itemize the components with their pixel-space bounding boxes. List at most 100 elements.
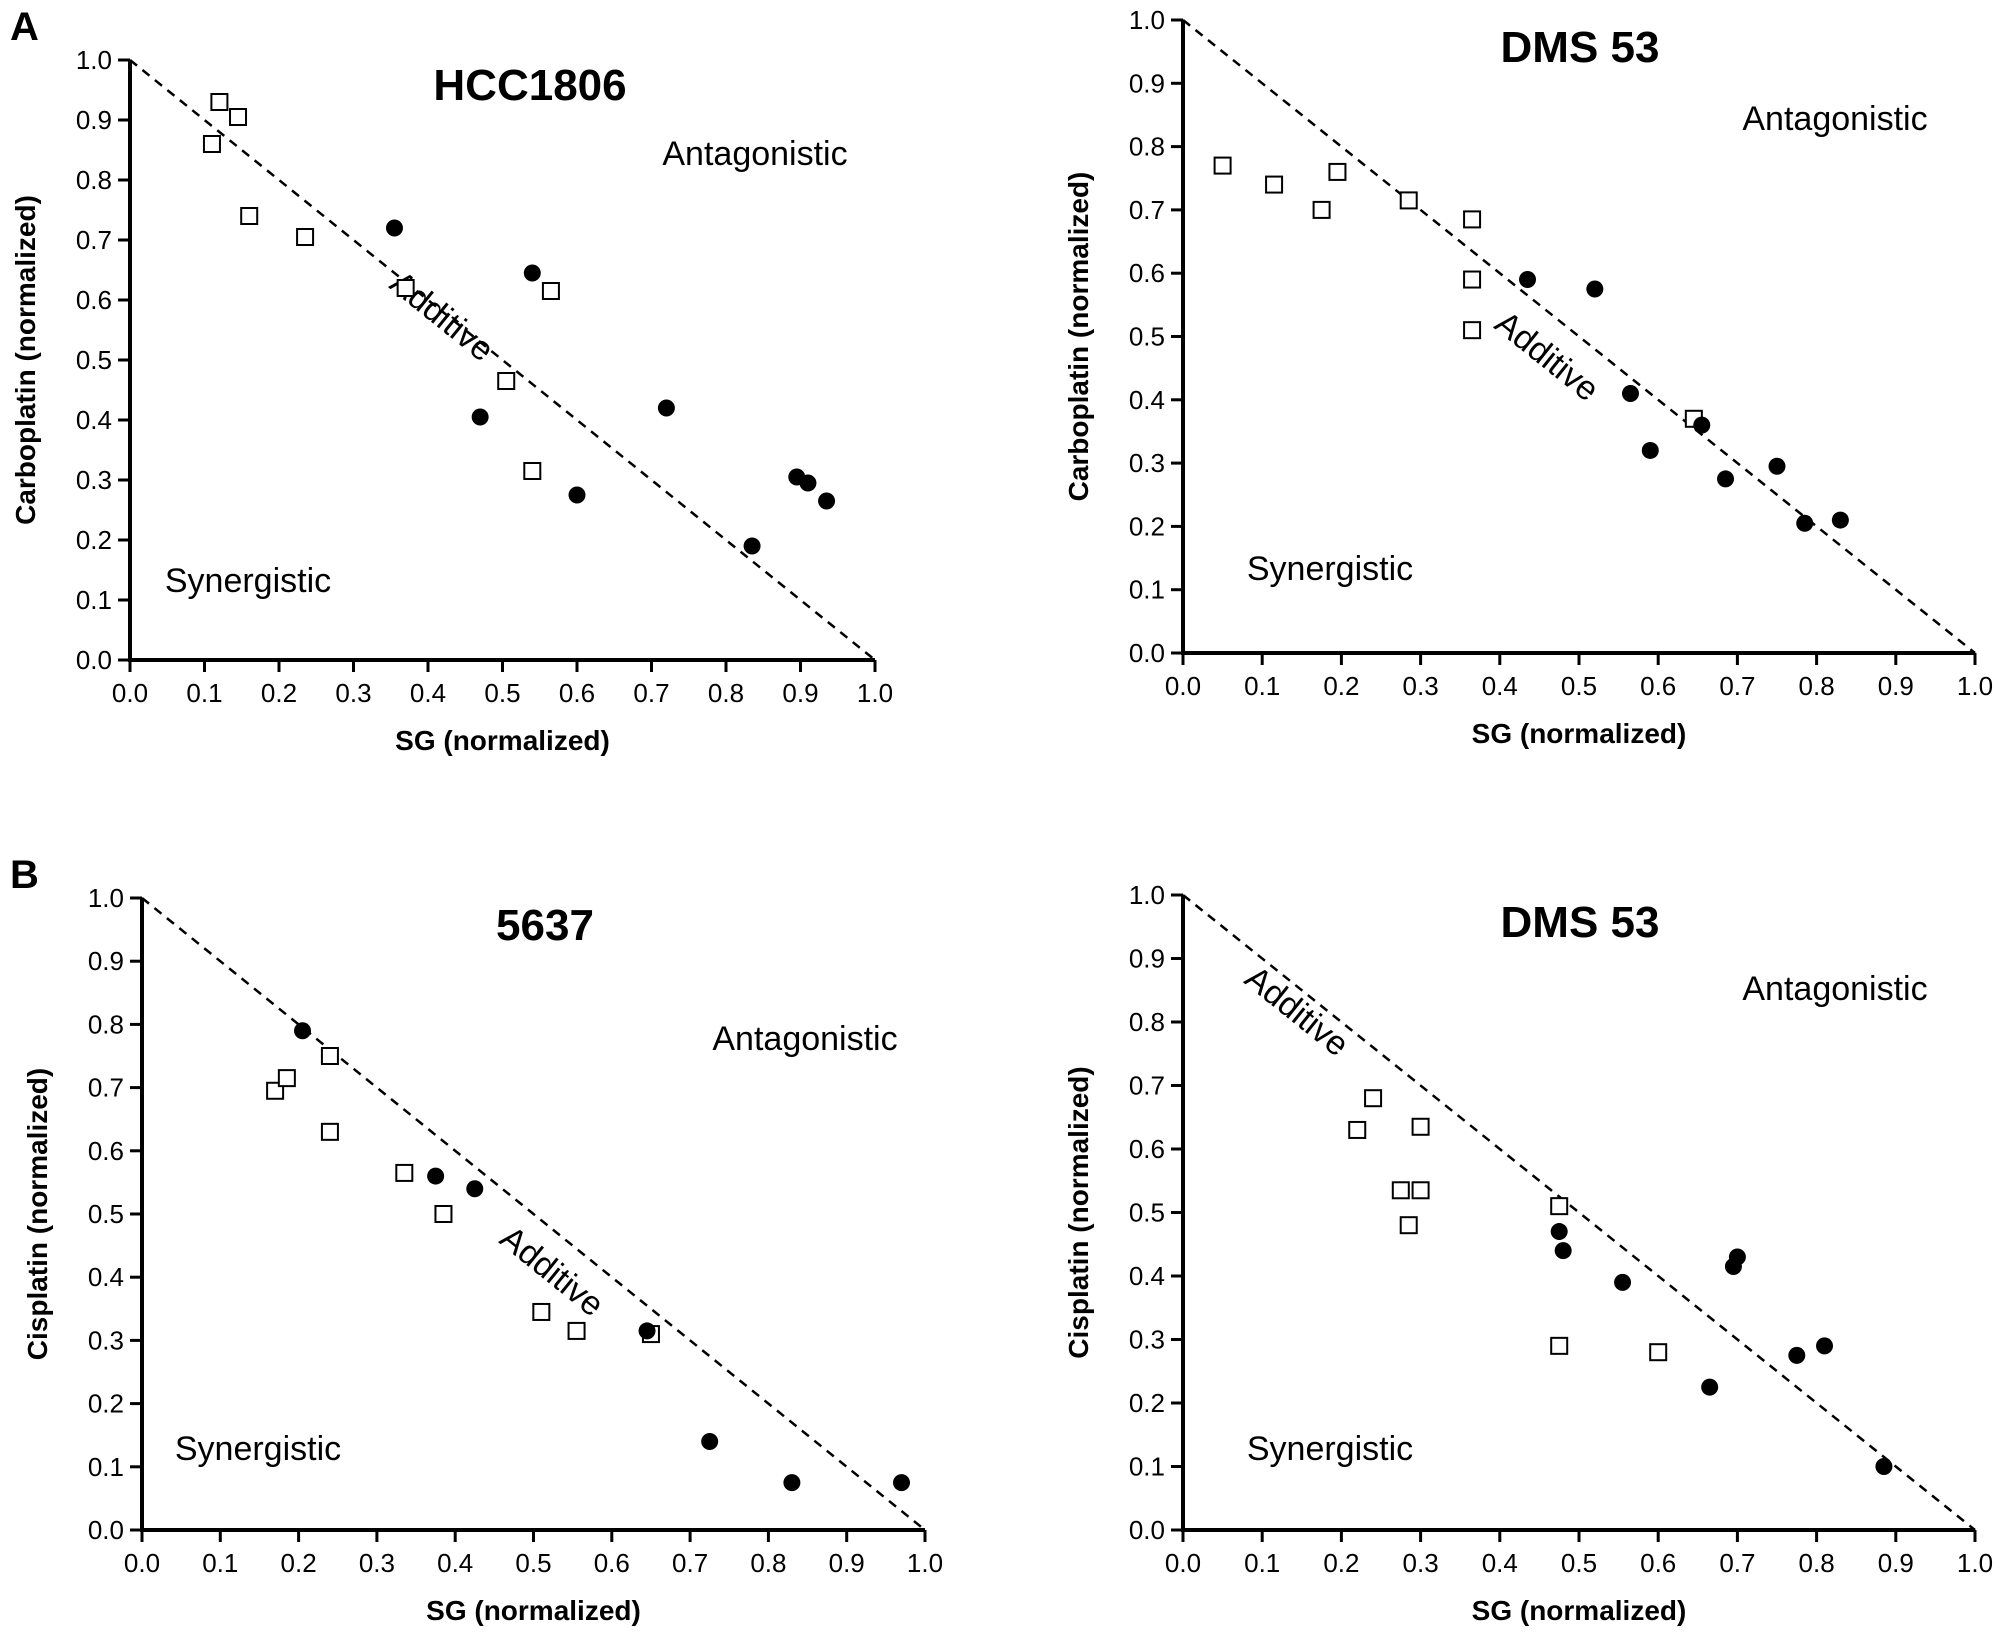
- y-tick-label: 0.8: [76, 165, 112, 195]
- additivity-line: [141, 897, 926, 1531]
- x-tick-label: 0.3: [335, 678, 371, 708]
- chart-3: 0.00.0 0.1 0.1 0.2 0.2 0.3 0.3 0.4 0.4 0.5 0.5 0.6 0…: [22, 883, 943, 1626]
- filled-circle-point: [385, 219, 403, 237]
- y-tick-label: 0.8: [1129, 132, 1165, 162]
- open-square-point: [532, 1302, 551, 1321]
- x-tick-label: 1.0: [857, 678, 893, 708]
- x-tick-label: 0.7: [672, 1548, 708, 1578]
- y-tick-label: 0.0: [1129, 638, 1165, 668]
- x-tick-label: 1.0: [1957, 671, 1993, 701]
- y-tick-label: 0.9: [76, 105, 112, 135]
- x-tick-label: 0.1: [1244, 671, 1280, 701]
- y-tick-label: 1.0: [1129, 880, 1165, 910]
- y-tick-label: 0.6: [1129, 258, 1165, 288]
- open-square-point: [1649, 1343, 1668, 1362]
- y-tick-label: 0.1: [76, 585, 112, 615]
- x-tick-label: 0.5: [484, 678, 520, 708]
- filled-circle-point: [1550, 1223, 1568, 1241]
- open-square-point: [320, 1047, 339, 1065]
- y-tick-label: 0.5: [1129, 1198, 1165, 1228]
- open-square-point: [1391, 1181, 1410, 1200]
- chart-1: 0.00.0 0.1 0.1 0.2 0.2 0.3 0.3 0.4 0.4 0.5 0.5 0.6 0…: [10, 45, 893, 756]
- x-axis-label: SG (normalized): [1472, 718, 1687, 749]
- x-tick-label: 0.8: [1799, 1548, 1835, 1578]
- synergistic-label: Synergistic: [165, 562, 331, 600]
- open-square-point: [1411, 1181, 1430, 1200]
- y-tick-label: 1.0: [76, 45, 112, 75]
- filled-circle-point: [471, 408, 489, 426]
- y-tick-label: 0.2: [1129, 511, 1165, 541]
- x-axis-label: SG (normalized): [1472, 1595, 1687, 1626]
- antagonistic-label: Antagonistic: [1742, 970, 1927, 1008]
- x-tick-label: 0.8: [1799, 671, 1835, 701]
- filled-circle-point: [701, 1433, 719, 1451]
- y-tick-label: 0.9: [88, 946, 124, 976]
- synergistic-label: Synergistic: [175, 1430, 341, 1468]
- y-tick-label: 0.0: [88, 1515, 124, 1545]
- y-tick-label: 0.7: [1129, 195, 1165, 225]
- y-tick-label: 0.7: [1129, 1071, 1165, 1101]
- x-tick-label: 0.0: [124, 1548, 160, 1578]
- x-tick-label: 0.7: [1719, 1548, 1755, 1578]
- y-tick-label: 0.5: [88, 1199, 124, 1229]
- open-square-point: [1463, 321, 1482, 340]
- filled-circle-point: [1693, 416, 1711, 434]
- filled-circle-point: [818, 492, 836, 510]
- y-tick-label: 0.4: [88, 1262, 124, 1292]
- y-tick-label: 0.3: [1129, 448, 1165, 478]
- filled-circle-point: [1816, 1337, 1834, 1355]
- open-square-point: [1550, 1336, 1569, 1355]
- x-axis-label: SG (normalized): [395, 725, 610, 756]
- open-square-point: [296, 228, 315, 246]
- y-tick-label: 0.5: [76, 345, 112, 375]
- x-tick-label: 0.0: [1165, 1548, 1201, 1578]
- x-tick-label: 0.2: [281, 1548, 317, 1578]
- x-tick-label: 0.4: [437, 1548, 473, 1578]
- y-tick-label: 0.6: [76, 285, 112, 315]
- chart-2: 0.00.0 0.1 0.1 0.2 0.2 0.3 0.3 0.4 0.4 0.5 0.5 0.6 0…: [1063, 5, 1993, 749]
- x-tick-label: 0.2: [261, 678, 297, 708]
- x-tick-label: 0.6: [594, 1548, 630, 1578]
- y-tick-label: 0.0: [76, 645, 112, 675]
- additive-label: Additive: [493, 1219, 611, 1325]
- x-tick-label: 0.9: [1878, 671, 1914, 701]
- x-tick-label: 0.5: [515, 1548, 551, 1578]
- y-tick-label: 0.4: [1129, 1261, 1165, 1291]
- chart-title: DMS 53: [1501, 898, 1660, 947]
- open-square-point: [396, 279, 415, 297]
- y-tick-label: 0.1: [1129, 575, 1165, 605]
- x-tick-label: 0.1: [186, 678, 222, 708]
- open-square-point: [240, 207, 259, 225]
- y-tick-label: 0.2: [1129, 1388, 1165, 1418]
- x-tick-label: 0.9: [829, 1548, 865, 1578]
- open-square-point: [1411, 1117, 1430, 1136]
- open-square-point: [1463, 270, 1482, 289]
- y-tick-label: 0.9: [1129, 68, 1165, 98]
- antagonistic-label: Antagonistic: [712, 1020, 897, 1058]
- filled-circle-point: [1641, 441, 1659, 459]
- y-tick-label: 1.0: [1129, 5, 1165, 35]
- x-tick-label: 0.5: [1561, 1548, 1597, 1578]
- filled-circle-point: [1554, 1242, 1572, 1260]
- chart-title: HCC1806: [433, 61, 626, 110]
- y-axis-label: Carboplatin (normalized): [10, 195, 41, 525]
- filled-circle-point: [1519, 271, 1537, 289]
- x-tick-label: 0.3: [1403, 1548, 1439, 1578]
- open-square-point: [320, 1122, 339, 1141]
- chart-title: DMS 53: [1501, 23, 1660, 72]
- y-axis-label: Cisplatin (normalized): [22, 1068, 53, 1360]
- filled-circle-point: [893, 1474, 911, 1492]
- filled-circle-point: [568, 486, 586, 504]
- additivity-line: [1182, 19, 1976, 654]
- x-tick-label: 0.0: [1165, 671, 1201, 701]
- filled-circle-point: [743, 537, 761, 555]
- chart-4: 0.00.0 0.1 0.1 0.2 0.2 0.3 0.3 0.4 0.4 0.5 0.5 0.6 0…: [1063, 880, 1993, 1626]
- filled-circle-point: [1768, 457, 1786, 475]
- x-tick-label: 0.4: [410, 678, 446, 708]
- synergistic-label: Synergistic: [1247, 550, 1413, 588]
- filled-circle-point: [799, 474, 817, 492]
- open-square-point: [395, 1163, 414, 1182]
- y-tick-label: 0.7: [88, 1073, 124, 1103]
- open-square-point: [1399, 191, 1418, 210]
